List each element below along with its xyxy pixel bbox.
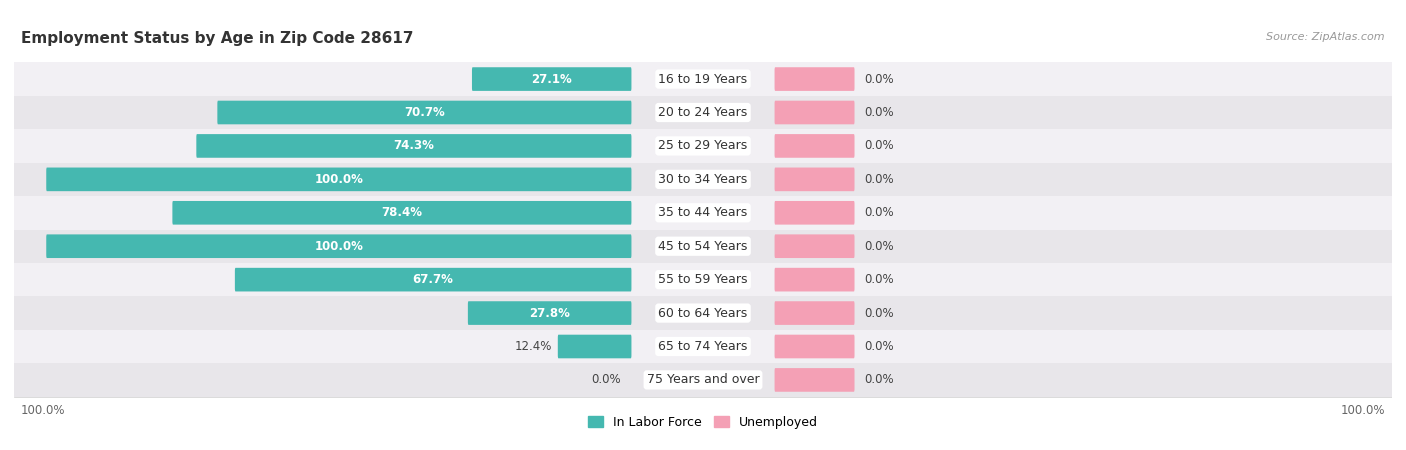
Text: 20 to 24 Years: 20 to 24 Years [658, 106, 748, 119]
Text: 100.0%: 100.0% [315, 240, 363, 253]
Text: 0.0%: 0.0% [863, 374, 893, 387]
FancyBboxPatch shape [775, 368, 855, 392]
Text: 35 to 44 Years: 35 to 44 Years [658, 206, 748, 219]
Bar [14, 96, 1392, 129]
FancyBboxPatch shape [235, 268, 631, 292]
Text: 25 to 29 Years: 25 to 29 Years [658, 140, 748, 153]
Text: 45 to 54 Years: 45 to 54 Years [658, 240, 748, 253]
Text: 65 to 74 Years: 65 to 74 Years [658, 340, 748, 353]
Text: 74.3%: 74.3% [394, 140, 434, 153]
Text: 100.0%: 100.0% [315, 173, 363, 186]
Bar [14, 230, 1392, 263]
FancyBboxPatch shape [173, 201, 631, 225]
FancyBboxPatch shape [775, 301, 855, 325]
FancyBboxPatch shape [218, 101, 631, 124]
FancyBboxPatch shape [46, 167, 631, 191]
Text: 60 to 64 Years: 60 to 64 Years [658, 306, 748, 320]
FancyBboxPatch shape [775, 335, 855, 358]
Bar [14, 330, 1392, 363]
Text: 16 to 19 Years: 16 to 19 Years [658, 72, 748, 86]
Text: 0.0%: 0.0% [863, 240, 893, 253]
Text: 78.4%: 78.4% [381, 206, 422, 219]
Text: Employment Status by Age in Zip Code 28617: Employment Status by Age in Zip Code 286… [21, 32, 413, 46]
Text: 27.8%: 27.8% [529, 306, 569, 320]
Bar [14, 63, 1392, 96]
Text: 0.0%: 0.0% [863, 340, 893, 353]
FancyBboxPatch shape [558, 335, 631, 358]
Text: 67.7%: 67.7% [413, 273, 454, 286]
FancyBboxPatch shape [775, 67, 855, 91]
Text: 0.0%: 0.0% [863, 72, 893, 86]
FancyBboxPatch shape [468, 301, 631, 325]
Text: 100.0%: 100.0% [1341, 404, 1385, 417]
Bar [14, 129, 1392, 162]
Bar [14, 363, 1392, 396]
FancyBboxPatch shape [775, 101, 855, 124]
FancyBboxPatch shape [775, 201, 855, 225]
Text: 0.0%: 0.0% [863, 173, 893, 186]
Text: 70.7%: 70.7% [404, 106, 444, 119]
Text: 0.0%: 0.0% [863, 106, 893, 119]
FancyBboxPatch shape [46, 234, 631, 258]
Text: 55 to 59 Years: 55 to 59 Years [658, 273, 748, 286]
FancyBboxPatch shape [775, 268, 855, 292]
Text: 0.0%: 0.0% [863, 306, 893, 320]
Text: 27.1%: 27.1% [531, 72, 572, 86]
FancyBboxPatch shape [775, 234, 855, 258]
FancyBboxPatch shape [775, 134, 855, 158]
Bar [14, 263, 1392, 297]
Text: 0.0%: 0.0% [592, 374, 621, 387]
Text: 100.0%: 100.0% [21, 404, 65, 417]
FancyBboxPatch shape [197, 134, 631, 158]
FancyBboxPatch shape [775, 167, 855, 191]
Text: 0.0%: 0.0% [863, 140, 893, 153]
Bar [14, 196, 1392, 230]
Legend: In Labor Force, Unemployed: In Labor Force, Unemployed [588, 416, 818, 428]
Text: 0.0%: 0.0% [863, 206, 893, 219]
Text: 30 to 34 Years: 30 to 34 Years [658, 173, 748, 186]
FancyBboxPatch shape [472, 67, 631, 91]
Text: Source: ZipAtlas.com: Source: ZipAtlas.com [1267, 32, 1385, 41]
Text: 12.4%: 12.4% [515, 340, 551, 353]
Bar [14, 162, 1392, 196]
Bar [14, 297, 1392, 330]
Text: 0.0%: 0.0% [863, 273, 893, 286]
Text: 75 Years and over: 75 Years and over [647, 374, 759, 387]
